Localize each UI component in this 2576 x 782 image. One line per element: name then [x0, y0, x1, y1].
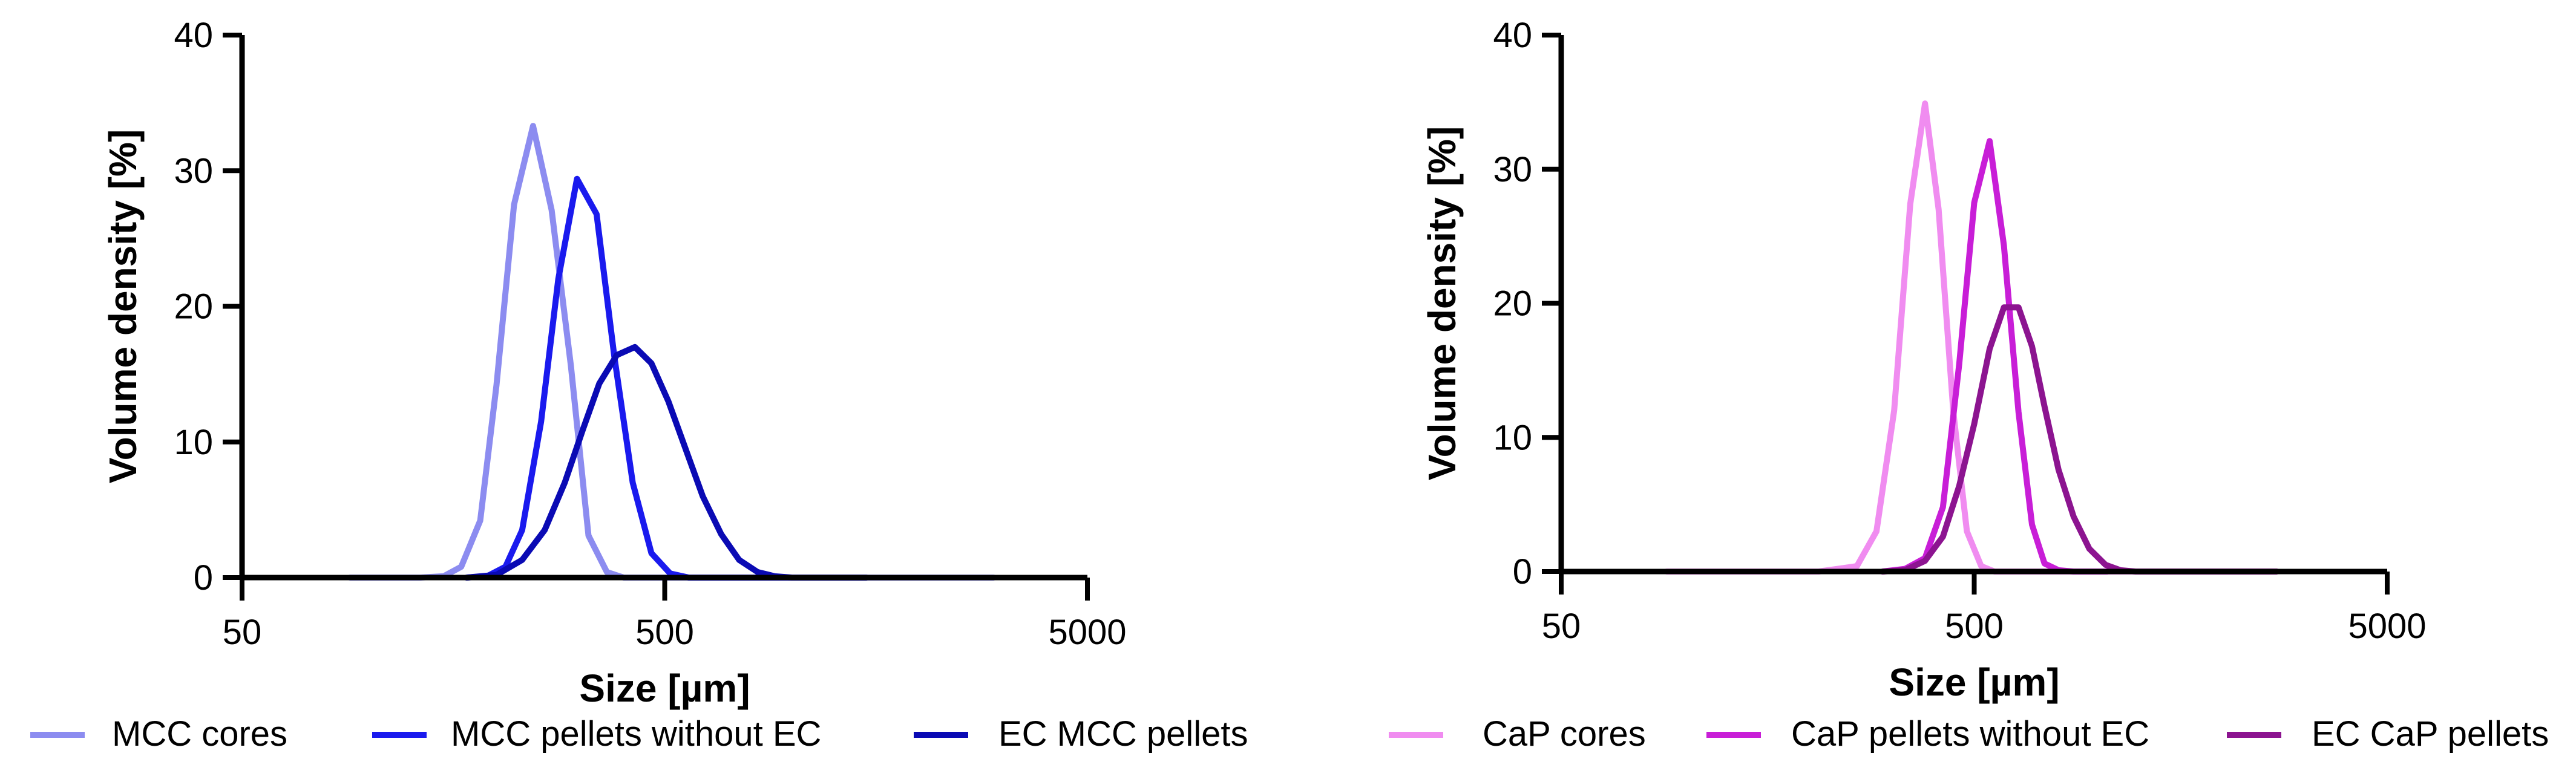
y-tick-label: 30	[174, 151, 213, 191]
y-axis-title: Volume density [%]	[1420, 126, 1464, 481]
x-tick-label: 50	[1542, 607, 1581, 646]
y-axis-title: Volume density [%]	[101, 129, 145, 484]
y-tick-label: 20	[1493, 284, 1532, 324]
x-tick-label: 5000	[2348, 607, 2426, 646]
chart-2: 0 10 20 30 40 50 500 5000 Size [µm] Volume densit…	[1389, 16, 2549, 754]
y-tick-label: 40	[1493, 16, 1532, 55]
legend-label-2: MCC pellets without EC	[451, 714, 821, 754]
series-line-2	[464, 175, 795, 581]
y-tick-label: 30	[1493, 150, 1532, 189]
x-axis-title: Size [µm]	[1889, 660, 2059, 704]
y-tick-label: 10	[174, 423, 213, 462]
x-tick-label: 500	[1945, 607, 2004, 646]
legend-label-1: CaP cores	[1483, 714, 1646, 754]
chart-1: 0 10 20 30 40 50 500 5000 Size [µm] Volume densit…	[30, 16, 1248, 754]
x-axis-title: Size [µm]	[579, 666, 750, 710]
legend-label-2: CaP pellets without EC	[1791, 714, 2149, 754]
x-tick-label: 5000	[1048, 613, 1126, 652]
x-tick-label: 50	[223, 613, 262, 652]
legend-label-3: EC MCC pellets	[998, 714, 1248, 754]
x-tick-label: 500	[635, 613, 694, 652]
y-tick-label: 0	[194, 558, 213, 598]
legend-label-1: MCC cores	[112, 714, 287, 754]
series-line-1	[347, 123, 997, 581]
series-line-3	[464, 344, 870, 581]
y-tick-label: 0	[1513, 552, 1532, 591]
y-tick-label: 40	[174, 16, 213, 55]
series-line-3	[1880, 304, 2280, 575]
y-tick-label: 20	[174, 287, 213, 327]
y-tick-label: 10	[1493, 418, 1532, 457]
legend-label-3: EC CaP pellets	[2312, 714, 2549, 754]
series-line-1	[1663, 100, 2280, 575]
